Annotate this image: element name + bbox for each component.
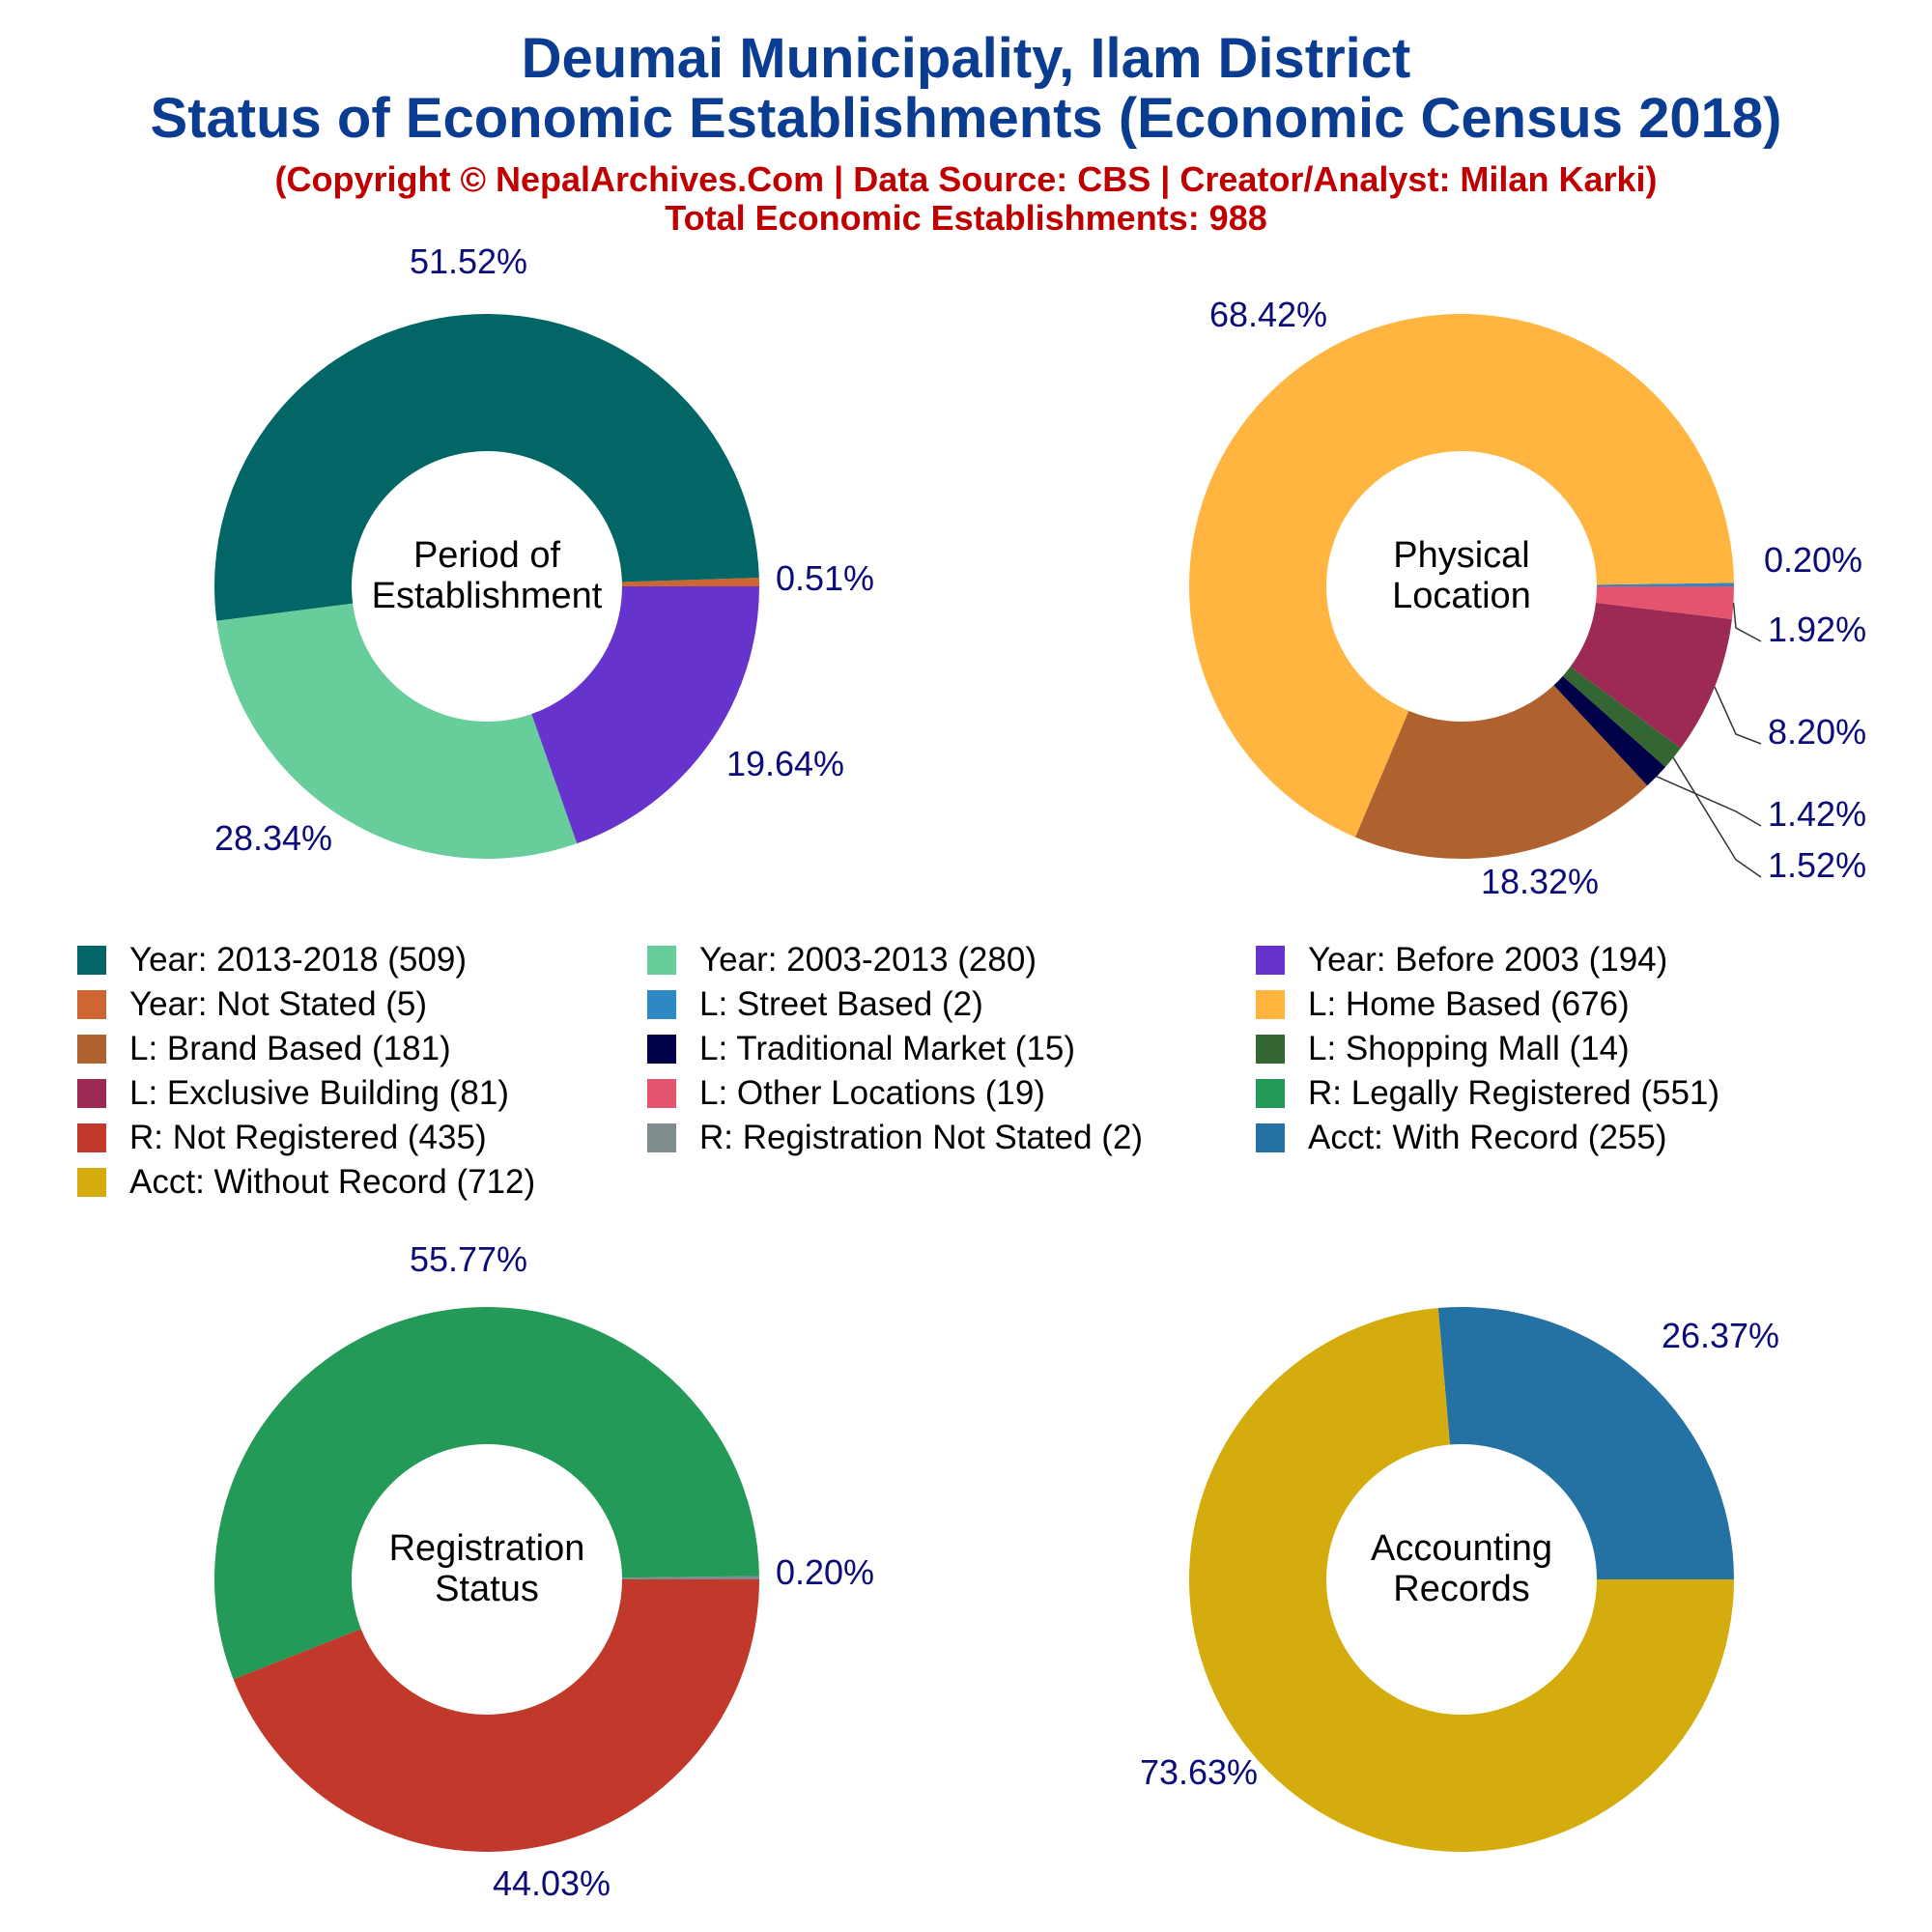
total-establishments: Total Economic Establishments: 988 [665,198,1267,238]
slice-percent-label: 68.42% [1209,295,1327,334]
leader-line [1732,602,1762,642]
slice-percent-label: 0.20% [1764,540,1862,580]
slice-percent-label: 1.92% [1768,610,1866,649]
legend-item: Year: Not Stated (5) [77,985,647,1024]
legend-label: R: Registration Not Stated (2) [699,1119,1144,1156]
pie-slice [621,1576,759,1579]
legend-swatch [647,946,676,975]
legend-item: L: Traditional Market (15) [647,1030,1256,1068]
legend-label: Year: 2003-2013 (280) [699,941,1037,979]
pie-slice [1437,1306,1734,1579]
donut-center-label: Records [1393,1569,1530,1609]
pie-slice [1595,586,1735,619]
legend-label: L: Home Based (676) [1308,985,1630,1023]
legend-item: R: Legally Registered (551) [1256,1074,1893,1113]
donut-center-label: Establishment [372,576,603,616]
credit-line: (Copyright © NepalArchives.Com | Data So… [274,159,1658,199]
legend-swatch [1256,946,1285,975]
legend-item: Acct: With Record (255) [1256,1119,1893,1157]
legend-item: L: Home Based (676) [1256,985,1893,1024]
legend-item: R: Not Registered (435) [77,1119,647,1157]
donut-center-label: Physical [1393,535,1530,576]
slice-percent-label: 51.52% [410,242,527,281]
donut-center-label: Status [435,1569,539,1609]
legend-swatch [77,1123,106,1152]
leader-line [1672,757,1762,878]
pie-slice [1596,582,1734,586]
legend-label: R: Not Registered (435) [129,1119,487,1156]
legend-label: L: Exclusive Building (81) [129,1074,509,1112]
donut-center-label: Location [1392,576,1531,616]
legend-swatch [1256,990,1285,1019]
legend-item: Year: Before 2003 (194) [1256,941,1893,980]
chart-title-line-1: Deumai Municipality, Ilam District [521,27,1411,90]
slice-percent-label: 1.52% [1768,845,1866,885]
slice-percent-label: 44.03% [493,1863,611,1903]
slice-percent-label: 8.20% [1768,712,1866,752]
slice-percent-label: 0.20% [776,1552,874,1592]
legend-swatch [647,1079,676,1108]
legend-item: L: Shopping Mall (14) [1256,1030,1893,1068]
legend-swatch [77,1035,106,1064]
legend-label: L: Traditional Market (15) [699,1030,1076,1067]
chart-header: Deumai Municipality, Ilam District Statu… [0,0,1932,238]
pie-slice [621,578,759,586]
legend-swatch [647,990,676,1019]
pie-slice [531,586,759,844]
legend-item: Year: 2003-2013 (280) [647,941,1256,980]
legend-item: L: Other Locations (19) [647,1074,1256,1113]
legend-swatch [1256,1123,1285,1152]
legend-item: L: Exclusive Building (81) [77,1074,647,1113]
slice-percent-label: 26.37% [1662,1316,1779,1355]
slice-percent-label: 28.34% [214,818,332,858]
legend-label: Year: Before 2003 (194) [1308,941,1668,979]
legend-swatch [1256,1035,1285,1064]
leader-line [1656,776,1762,827]
legend-label: Year: 2013-2018 (509) [129,941,467,979]
legend-swatch [647,1035,676,1064]
pie-slice [216,603,578,859]
pie-slice [1188,313,1734,838]
leader-line [1714,686,1762,745]
legend-item: L: Street Based (2) [647,985,1256,1024]
legend-label: Year: Not Stated (5) [129,985,428,1023]
legend-item: R: Registration Not Stated (2) [647,1119,1256,1157]
slice-percent-label: 1.42% [1768,794,1866,834]
legend-label: R: Legally Registered (551) [1308,1074,1720,1112]
legend-label: Acct: With Record (255) [1308,1119,1667,1156]
legend-label: L: Street Based (2) [699,985,983,1023]
legend-swatch [77,990,106,1019]
pie-slice [1355,685,1648,859]
legend-label: Acct: Without Record (712) [129,1163,536,1201]
legend-item: Acct: Without Record (712) [77,1163,647,1202]
pie-slice [1553,675,1666,786]
pie-slice [233,1579,759,1853]
donut-center-label: Accounting [1371,1528,1552,1569]
slice-percent-label: 55.77% [410,1239,527,1279]
legend-label: L: Brand Based (181) [129,1030,451,1067]
pie-slice [1570,602,1732,749]
legend-swatch [1256,1079,1285,1108]
slice-percent-label: 18.32% [1481,862,1599,901]
legend-label: L: Shopping Mall (14) [1308,1030,1630,1067]
slice-percent-label: 19.64% [726,744,844,783]
legend-swatch [647,1123,676,1152]
pie-slice [1562,667,1681,768]
legend-swatch [77,946,106,975]
donut-center-label: Period of [413,535,561,576]
pie-slice [213,313,759,621]
pie-slice [1188,1308,1734,1852]
legend-swatch [77,1168,106,1197]
slice-percent-label: 73.63% [1140,1752,1258,1792]
donut-center-label: Registration [389,1528,585,1569]
legend-label: L: Other Locations (19) [699,1074,1045,1112]
legend: Year: 2013-2018 (509) Year: 2003-2013 (28… [77,941,1893,1202]
legend-swatch [77,1079,106,1108]
legend-item: Year: 2013-2018 (509) [77,941,647,980]
slice-percent-label: 0.51% [776,558,874,598]
pie-slice [213,1306,759,1680]
legend-item: L: Brand Based (181) [77,1030,647,1068]
chart-title-line-2: Status of Economic Establishments (Econo… [150,87,1782,150]
